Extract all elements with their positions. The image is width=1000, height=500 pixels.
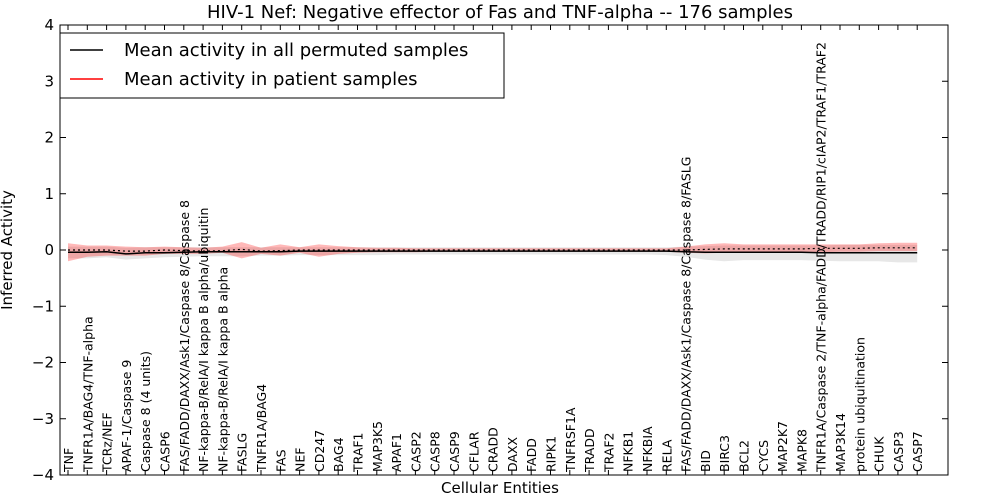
category-label: NEF (293, 448, 308, 472)
category-label: TNF (61, 448, 76, 473)
line-series-0 (68, 250, 918, 255)
category-label: MAPK8 (794, 429, 809, 472)
y-tick-label: −1 (32, 297, 54, 315)
category-label: CHUK (872, 436, 887, 472)
category-label: APAF1 (389, 433, 404, 472)
category-label: FAS/FADD/DAXX/Ask1/Caspase 8/Caspase 8 (177, 200, 192, 472)
category-label: CASP2 (408, 431, 423, 472)
category-labels: TNF TNFR1A/BAG4/TNF-alpha TCRz/NEF APAF-1/C… (61, 42, 925, 473)
legend-label-permuted: Mean activity in all permuted samples (124, 40, 468, 61)
category-label: MAP2K7 (775, 421, 790, 472)
category-label: CASP6 (158, 431, 173, 472)
y-axis-ticks: −4 −3 −2 −1 0 1 2 3 4 (32, 16, 948, 484)
y-tick-label: −4 (32, 466, 54, 484)
category-label: FASLG (235, 433, 250, 472)
category-label: CD247 (312, 430, 327, 472)
category-label: BID (698, 450, 713, 472)
category-label: BCL2 (737, 440, 752, 472)
category-label: NFKB1 (621, 431, 636, 472)
y-tick-label: −3 (32, 410, 54, 428)
category-label: TRADD (582, 428, 597, 473)
category-label: TCRz/NEF (100, 412, 115, 473)
category-label: Caspase 8 (4 units) (138, 351, 153, 472)
legend-label-patient: Mean activity in patient samples (124, 69, 418, 90)
y-tick-label: 0 (44, 241, 54, 259)
category-label: TNFRSF1A (563, 407, 578, 473)
category-label: TNFR1A/BAG4 (254, 384, 269, 473)
category-label: APAF-1/Caspase 9 (119, 360, 134, 472)
category-label: CASP9 (447, 431, 462, 472)
y-tick-label: 3 (44, 72, 54, 90)
category-label: CFLAR (466, 431, 481, 472)
category-label: FAS (273, 449, 288, 472)
y-tick-label: −2 (32, 354, 54, 372)
category-label: MAP3K5 (370, 421, 385, 472)
series-lines (68, 247, 918, 255)
category-label: CASP7 (910, 431, 925, 472)
y-tick-label: 1 (44, 185, 54, 203)
category-label: TRAF1 (351, 432, 366, 473)
legend: Mean activity in all permuted samples Me… (59, 32, 505, 99)
category-label: BAG4 (331, 437, 346, 472)
category-label: CASP8 (428, 431, 443, 472)
category-label: FADD (524, 438, 539, 472)
y-tick-label: 2 (44, 129, 54, 147)
category-label: MAP3K14 (833, 413, 848, 472)
x-axis-label: Cellular Entities (441, 479, 559, 497)
chart-title: HIV-1 Nef: Negative effector of Fas and … (207, 2, 793, 23)
category-label: TNFR1A/Caspase 2/TNF-alpha/FADD/TRADD/RI… (814, 42, 829, 473)
line-series-1 (68, 247, 918, 252)
category-label: CASP3 (891, 431, 906, 472)
category-label: protein ubiquitination (852, 337, 867, 472)
category-label: FAS/FADD/DAXX/Ask1/Caspase 8/Caspase 8/F… (679, 157, 694, 472)
category-label: CYCS (756, 440, 771, 472)
y-axis-label: Inferred Activity (0, 190, 16, 310)
category-label: BIRC3 (717, 435, 732, 472)
category-label: CRADD (486, 427, 501, 472)
category-label: NF-kappa-B/RelA/I kappa B alpha (215, 267, 230, 472)
category-label: TNFR1A/BAG4/TNF-alpha (80, 316, 95, 473)
category-label: RIPK1 (544, 436, 559, 472)
band-series-0 (68, 244, 918, 263)
category-label: NF-kappa-B/RelA/I kappa B alpha/ubiquiti… (196, 208, 211, 472)
category-label: TRAF2 (601, 432, 616, 473)
y-tick-label: 4 (44, 16, 54, 34)
category-label: RELA (659, 439, 674, 472)
x-axis-ticks (67, 25, 918, 475)
category-label: DAXX (505, 436, 520, 472)
legend-box (59, 32, 505, 99)
category-label: NFKBIA (640, 426, 655, 472)
